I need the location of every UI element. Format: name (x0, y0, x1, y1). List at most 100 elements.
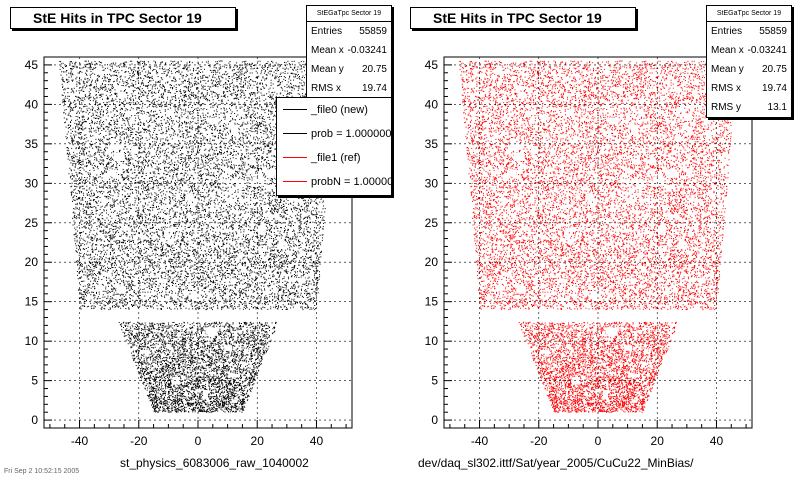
right-stats-title: StEGaTpc Sector 19 (707, 6, 791, 22)
dead-pad-gap (602, 390, 608, 399)
dead-pad-gap (509, 142, 519, 151)
dead-pad-gap (572, 139, 579, 144)
right-caption: dev/daq_sl302.ittf/Sat/year_2005/CuCu22_… (418, 456, 694, 470)
y-tick-label: 30 (425, 176, 439, 190)
legend-line-swatch (283, 157, 307, 158)
legend-line-swatch (283, 109, 307, 110)
dead-pad-gap (144, 349, 149, 357)
x-tick-label: 0 (195, 434, 202, 448)
right-stats-row: RMS y 13.1 (707, 98, 791, 117)
legend-label: prob = 1.000000 (311, 128, 392, 140)
dead-pad-gap (267, 214, 280, 219)
dead-pad-gap (630, 124, 639, 134)
y-tick-label: 35 (425, 137, 439, 151)
dead-pad-gap (113, 152, 125, 161)
y-tick-label: 25 (425, 216, 439, 230)
stats-label: RMS x (711, 83, 741, 94)
left-legend-box: _file0 (new) prob = 1.000000 _file1 (ref) p… (276, 97, 392, 196)
hit-points (459, 60, 738, 413)
dead-pad-gap (560, 278, 568, 284)
dead-pad-gap (202, 390, 208, 399)
left-stats-box: StEGaTpc Sector 19 Entries 55859 Mean x -0.… (306, 5, 392, 99)
stats-label: Mean y (311, 64, 344, 75)
legend-label: _file1 (ref) (311, 152, 361, 164)
dead-pad-gap (176, 332, 182, 337)
x-tick-label: -40 (71, 434, 89, 448)
dead-pad-gap (516, 286, 525, 294)
y-tick-label: 10 (25, 334, 39, 348)
x-tick-label: 20 (651, 434, 665, 448)
dead-pad-gap (160, 278, 168, 284)
dead-pad-gap (249, 88, 257, 93)
y-tick-label: 15 (25, 295, 39, 309)
stats-value: 55859 (359, 26, 387, 37)
dead-pad-gap (236, 180, 247, 188)
dead-pad-gap (172, 377, 181, 385)
right-stats-row: Mean y 20.75 (707, 60, 791, 79)
dead-pad-gap (248, 181, 256, 186)
dead-pad-gap (539, 114, 547, 120)
left-stats-row: Mean y 20.75 (307, 60, 391, 79)
dead-pad-gap (655, 226, 667, 232)
stats-label: Mean x (711, 45, 744, 56)
dead-pad-gap (278, 238, 284, 248)
dead-pad-gap (699, 277, 706, 283)
dead-pad-gap (109, 169, 117, 177)
legend-entry: probN = 1.000000 (277, 170, 391, 194)
y-tick-label: 30 (25, 176, 39, 190)
stats-value: 19.74 (761, 83, 787, 94)
y-tick-label: 5 (431, 374, 438, 388)
y-tick-label: 15 (425, 295, 439, 309)
dead-pad-gap (262, 256, 267, 262)
dead-pad-gap (544, 349, 549, 357)
dead-pad-gap (191, 292, 201, 301)
stats-value: 13.1 (767, 102, 787, 113)
right-stats-row: Entries 55859 (707, 22, 791, 41)
hit-points (59, 60, 338, 413)
scatter-points (459, 60, 738, 413)
dead-pad-gap (230, 124, 239, 134)
dead-pad-gap (643, 348, 649, 355)
dead-pad-gap (667, 214, 680, 219)
dead-pad-gap (131, 145, 138, 154)
dead-pad-gap (185, 193, 194, 201)
stats-value: 19.74 (361, 83, 387, 94)
dead-pad-gap (267, 171, 275, 178)
right-stats-row: RMS x 19.74 (707, 79, 791, 98)
y-tick-label: 0 (31, 413, 38, 427)
dead-pad-gap (631, 160, 641, 165)
dead-pad-gap (591, 292, 601, 301)
left-stats-row: Entries 55859 (307, 22, 391, 41)
dead-pad-gap (630, 278, 637, 285)
footer-timestamp: Fri Sep 2 10:52:15 2005 (4, 468, 80, 475)
dead-pad-gap (172, 139, 179, 144)
dead-pad-gap (631, 399, 638, 403)
stats-label: RMS y (711, 102, 741, 113)
left-plot-title: StE Hits in TPC Sector 19 (10, 7, 236, 29)
y-tick-label: 0 (431, 413, 438, 427)
right-plot-area: -40 -20 0 20 40 0 5 10 15 20 25 30 35 40 45 (425, 56, 753, 448)
stats-label: Entries (311, 26, 343, 37)
x-tick-label: 40 (710, 434, 724, 448)
x-tick-label: -20 (530, 434, 548, 448)
x-tick-label: 0 (595, 434, 602, 448)
legend-line-swatch (283, 133, 307, 134)
dead-pad-gap (678, 238, 684, 248)
legend-entry: _file1 (ref) (277, 146, 391, 170)
y-tick-label: 40 (425, 97, 439, 111)
stats-value: -0.03241 (347, 45, 387, 56)
dead-pad-gap (509, 169, 517, 177)
dead-pad-gap (706, 113, 711, 123)
left-caption: st_physics_6083006_raw_1040002 (120, 456, 309, 470)
legend-entry: _file0 (new) (277, 98, 391, 122)
left-stats-title: StEGaTpc Sector 19 (307, 6, 391, 22)
dead-pad-gap (652, 176, 664, 186)
dead-pad-gap (231, 160, 241, 165)
x-tick-label: 20 (251, 434, 265, 448)
dead-pad-gap (243, 348, 249, 355)
dead-pad-gap (576, 332, 582, 337)
y-tick-label: 45 (25, 58, 39, 72)
stats-value: 20.75 (361, 64, 387, 75)
dead-pad-gap (624, 345, 633, 351)
